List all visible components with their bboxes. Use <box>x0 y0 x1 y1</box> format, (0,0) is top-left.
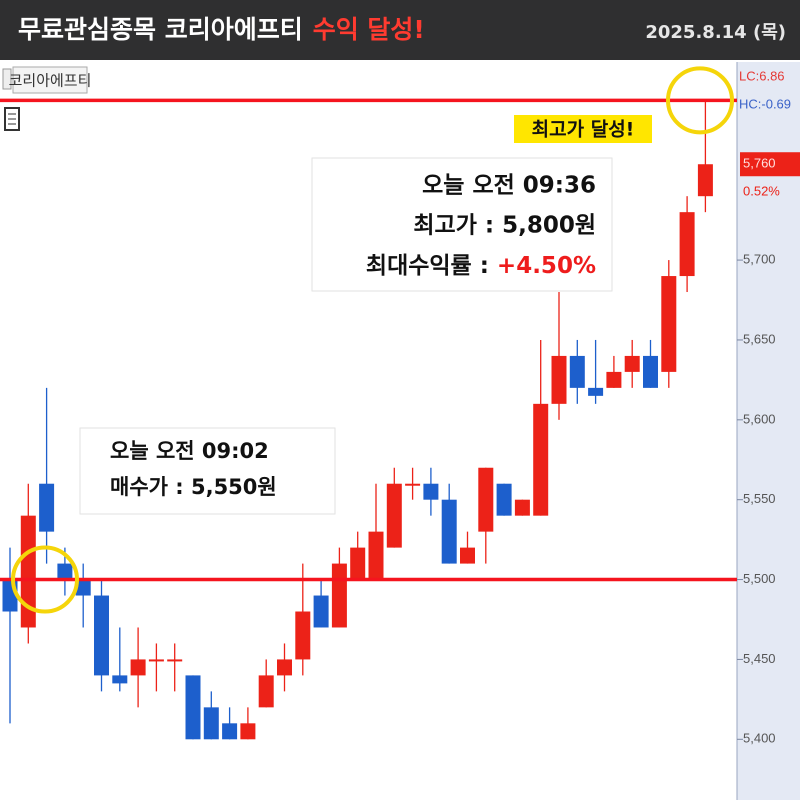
annotation-text: 오늘 오전 09:36 <box>422 173 596 199</box>
indicator-label: LC:6.86 <box>739 68 785 83</box>
candle-body <box>368 531 384 580</box>
candle-body <box>624 355 640 372</box>
candle-body <box>39 483 55 532</box>
symbol-box <box>12 66 88 94</box>
candle-body <box>478 467 494 532</box>
y-tick-label: 5,600 <box>743 411 776 426</box>
candle-body <box>240 723 256 740</box>
candle-body <box>112 675 128 684</box>
candle-body <box>405 483 421 486</box>
candle-body <box>679 212 695 277</box>
candle-body <box>386 483 402 548</box>
candle-body <box>130 659 146 676</box>
annotation-box <box>79 427 336 515</box>
candle-body <box>167 659 183 662</box>
title-main: 무료관심종목 코리아에프티 <box>18 15 303 44</box>
candle-body <box>588 387 604 396</box>
candle-body <box>203 707 219 740</box>
y-tick-label: 5,650 <box>743 331 776 346</box>
annotation-box <box>311 157 613 292</box>
highlight-circle <box>666 66 734 135</box>
y-tick-label: 5,500 <box>743 571 776 586</box>
symbol-tab <box>2 68 12 90</box>
candle-body <box>222 723 238 740</box>
candle-body <box>258 675 274 708</box>
header-title: 무료관심종목 코리아에프티 수익 달성! <box>18 15 425 44</box>
annotation-text: 최대수익률 : +4.50% <box>366 253 596 279</box>
title-highlight: 수익 달성! <box>313 15 425 44</box>
candle-body <box>313 595 329 628</box>
y-tick-label: 5,700 <box>743 252 776 267</box>
candle-body <box>533 403 549 516</box>
header-bar <box>0 0 800 60</box>
rate-label: 최대수익률 : <box>366 253 497 279</box>
candle-body <box>643 355 658 388</box>
axis-panel <box>737 62 800 800</box>
candle-body <box>423 483 439 500</box>
candle-body <box>551 355 567 404</box>
rate-value: +4.50% <box>497 253 596 279</box>
last-price-label: 5,760 <box>743 156 776 171</box>
candle-body <box>441 499 457 564</box>
candle-body <box>20 515 36 628</box>
candle-body <box>496 483 512 516</box>
symbol-label: 코리아에프티 <box>9 72 92 90</box>
indicator-label: HC:-0.69 <box>739 96 791 111</box>
annotation-text: 매수가 : 5,550원 <box>110 475 277 499</box>
change-label: 0.52% <box>743 184 780 199</box>
candle-body <box>569 355 585 388</box>
candle-body <box>350 547 366 580</box>
candle-body <box>661 276 677 372</box>
badge-bg <box>514 115 652 143</box>
candle-body <box>295 611 311 660</box>
candle-body <box>606 371 622 388</box>
y-tick-label: 5,400 <box>743 731 776 746</box>
y-tick-label: 5,450 <box>743 651 776 666</box>
annotation-text: 최고가 : 5,800원 <box>413 213 596 239</box>
candle-body <box>514 499 530 516</box>
candle-body <box>277 659 292 676</box>
candle-body <box>75 579 91 596</box>
candle-body <box>185 675 201 740</box>
header-date: 2025.8.14 (목) <box>645 22 786 43</box>
candle-body <box>148 659 164 662</box>
y-tick-label: 5,550 <box>743 491 776 506</box>
candle-body <box>94 595 109 676</box>
annotation-text: 오늘 오전 09:02 <box>110 439 269 463</box>
highlight-circle <box>11 545 79 614</box>
candle-body <box>460 547 475 564</box>
candle-body <box>331 563 347 628</box>
candle-body <box>697 164 713 197</box>
last-price-box <box>740 152 800 177</box>
candle-body <box>57 563 73 580</box>
badge-text: 최고가 달성! <box>532 119 635 141</box>
